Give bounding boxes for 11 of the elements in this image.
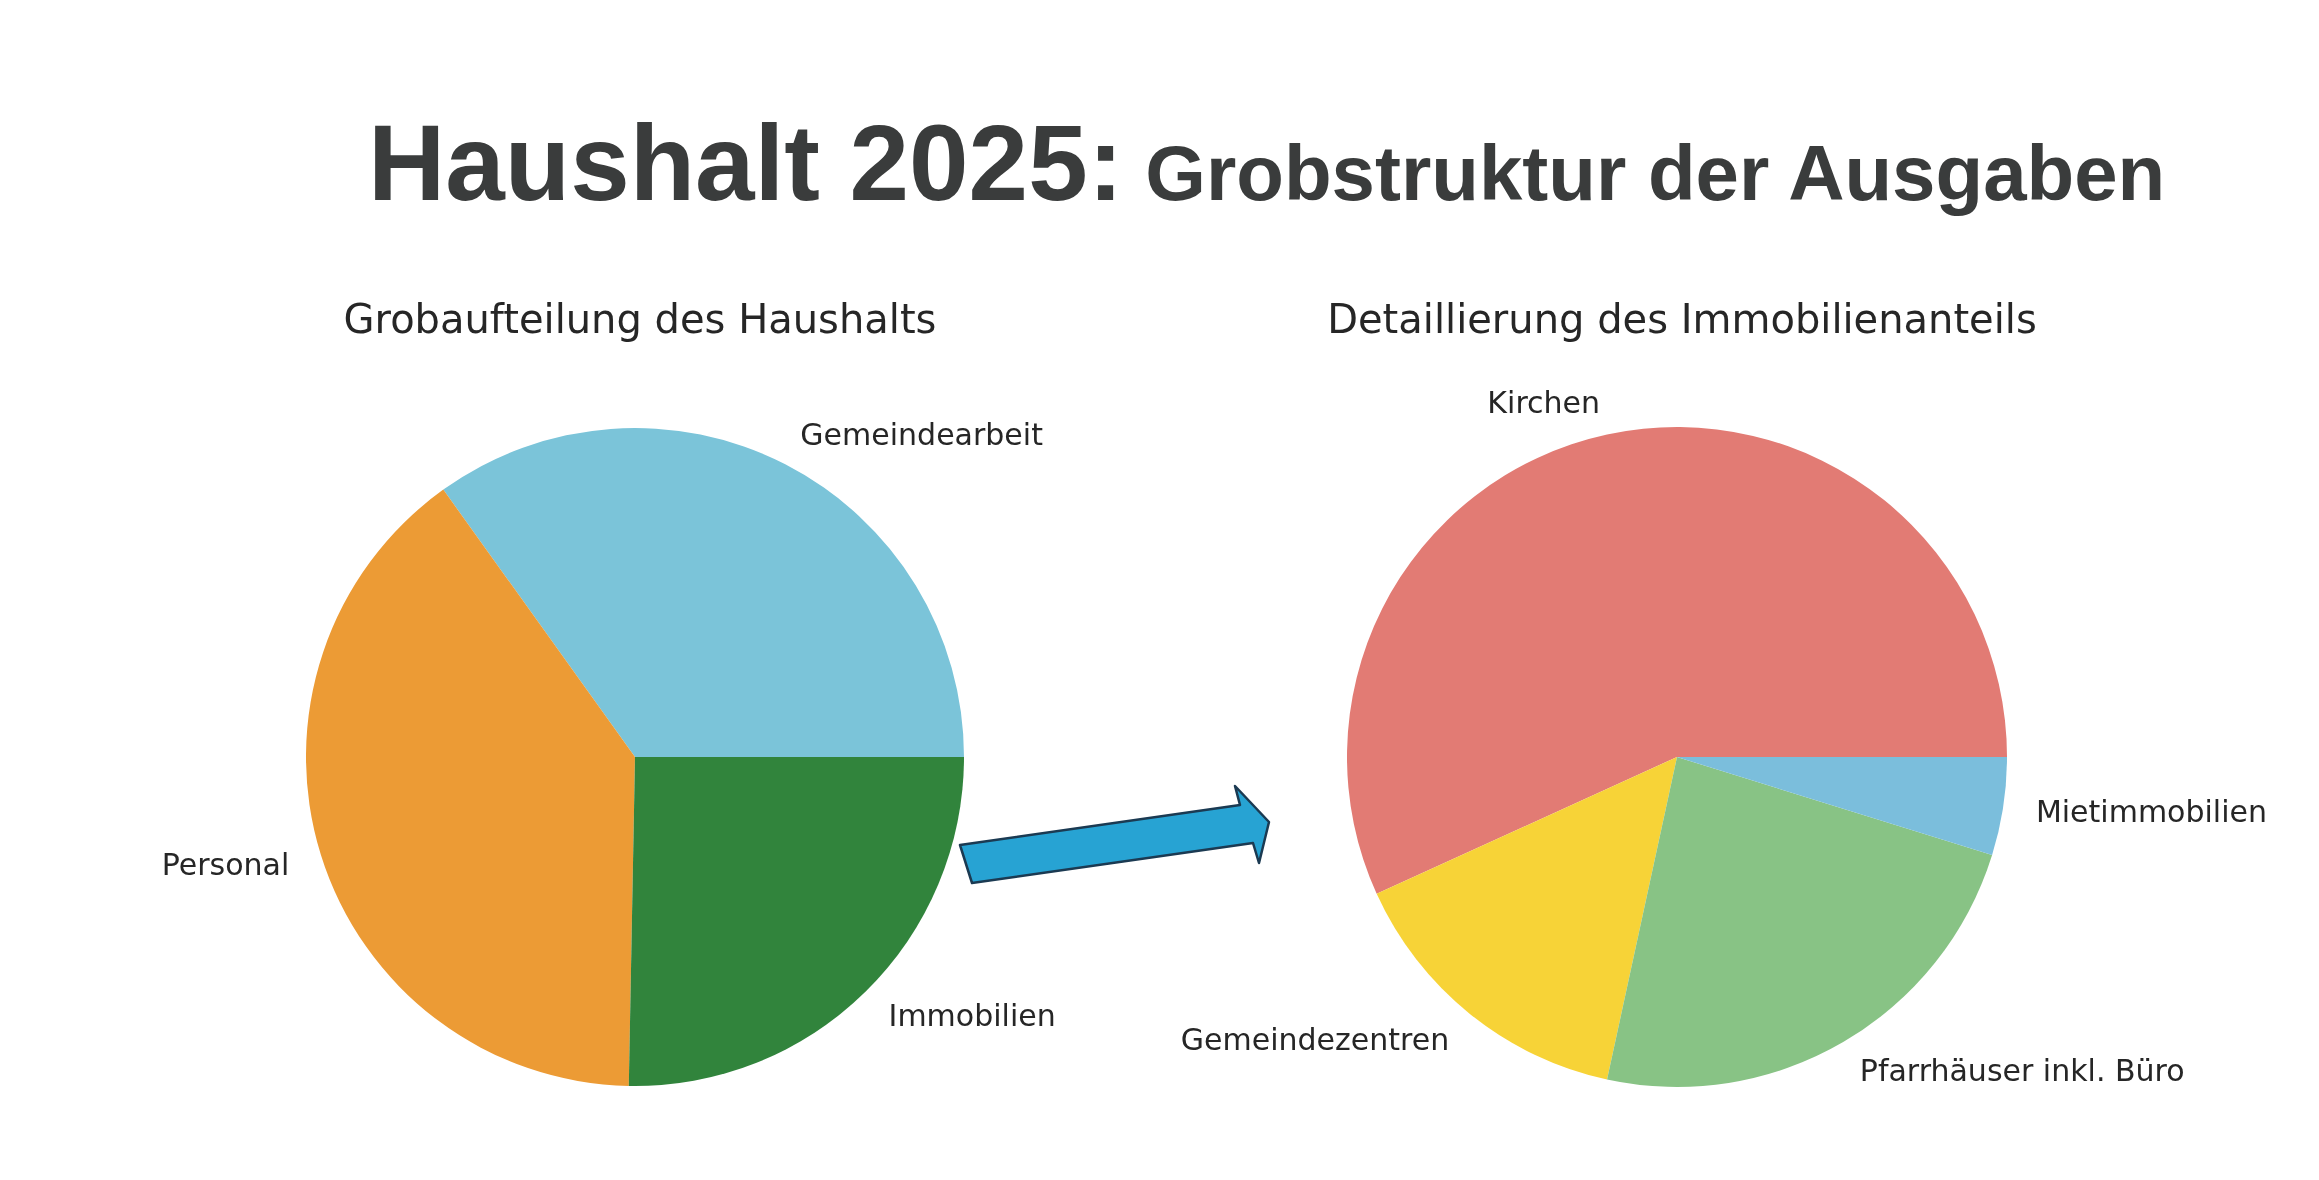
slice-label: Pfarrhäuser inkl. Büro: [1859, 1053, 2185, 1089]
text: Grobstruktur der Ausgaben: [1145, 129, 2166, 217]
slice-label: Gemeindearbeit: [800, 417, 1044, 453]
slice-label: Mietimmobilien: [2035, 794, 2267, 830]
slice-label: Immobilien: [888, 997, 1056, 1033]
chart-title: Grobaufteilung des Haushalts: [343, 296, 937, 342]
chart-title: Detaillierung des Immobilienanteils: [1327, 296, 2037, 342]
slice-label: Personal: [161, 847, 290, 883]
text: Haushalt 2025:: [368, 103, 1124, 223]
slice-label: Kirchen: [1487, 384, 1601, 420]
slice-label: Gemeindezentren: [1180, 1022, 1450, 1058]
